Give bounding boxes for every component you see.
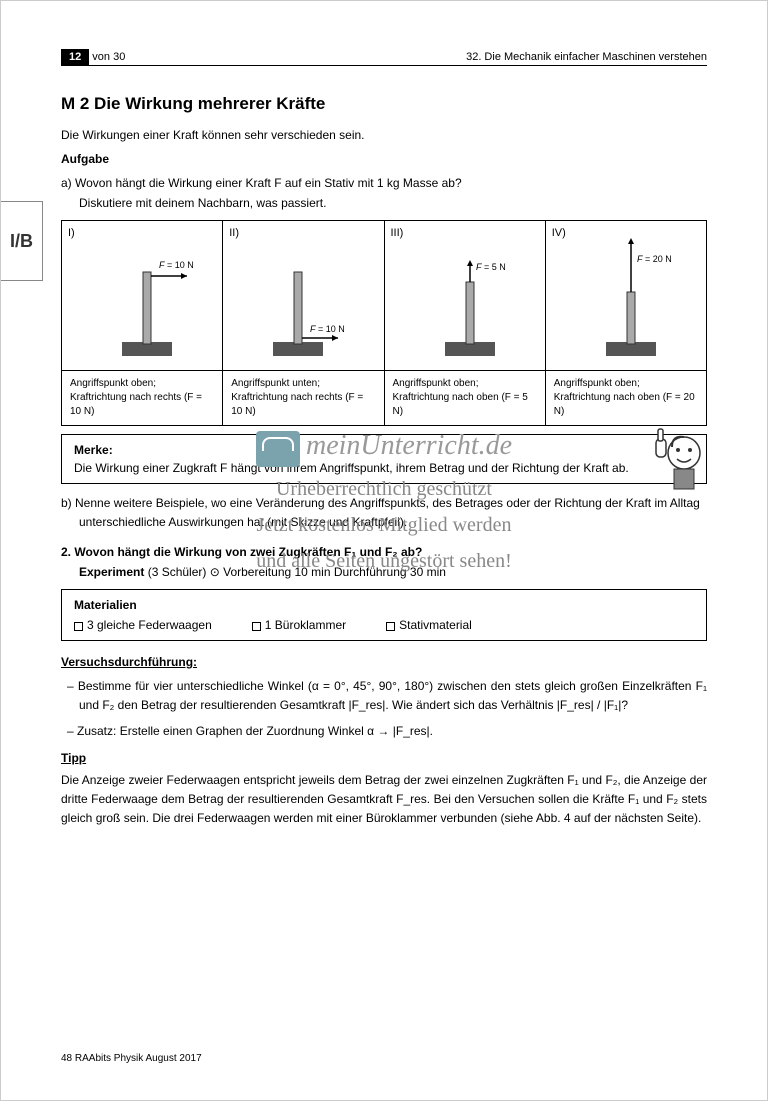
svg-text:= 10 N: = 10 N	[167, 260, 194, 270]
svg-text:F: F	[637, 254, 643, 264]
figure-cell-4: IV) F = 20 N Angriffspunkt oben; Kraftri…	[546, 221, 706, 425]
checkbox-icon	[252, 622, 261, 631]
page-header: 12 von 30 32. Die Mechanik einfacher Mas…	[61, 51, 707, 66]
page-number-total: von 30	[89, 51, 125, 63]
page-number-current: 12	[61, 49, 89, 65]
tipp-label: Tipp	[61, 751, 707, 765]
figure-3-diagram: III) F = 5 N	[385, 221, 545, 371]
figure-cell-3: III) F = 5 N Angriffspunkt oben; Kraftri…	[385, 221, 546, 425]
side-tab-label: I/B	[10, 231, 33, 252]
merke-title: Merke:	[74, 443, 694, 457]
experiment-line: Experiment (3 Schüler) ⊙ Vorbereitung 10…	[79, 565, 707, 579]
aufgabe-label: Aufgabe	[61, 152, 707, 166]
svg-text:= 5 N: = 5 N	[484, 262, 506, 272]
page-footer: 48 RAAbits Physik August 2017	[61, 1053, 202, 1064]
merke-body: Die Wirkung einer Zugkraft F hängt von i…	[74, 461, 694, 475]
task-a: a) Wovon hängt die Wirkung einer Kraft F…	[61, 174, 707, 192]
materials-items: 3 gleiche Federwaagen 1 Büroklammer Stat…	[74, 618, 694, 632]
svg-text:= 10 N: = 10 N	[318, 324, 345, 334]
figure-1-diagram: I) F = 10 N	[62, 221, 222, 371]
figure-2-caption: Angriffspunkt unten; Kraftrichtung nach …	[223, 371, 383, 425]
figure-2-label: II)	[229, 227, 239, 239]
svg-text:= 20 N: = 20 N	[645, 254, 672, 264]
figure-cell-2: II) F = 10 N Angriffspunkt unten; Kraftr…	[223, 221, 384, 425]
material-1: 3 gleiche Federwaagen	[74, 618, 212, 632]
checkbox-icon	[386, 622, 395, 631]
versuch-step-2: – Zusatz: Erstelle einen Graphen der Zuo…	[79, 722, 707, 741]
materials-box: Materialien 3 gleiche Federwaagen 1 Büro…	[61, 589, 707, 641]
task-b: b) Nenne weitere Beispiele, wo eine Verä…	[79, 494, 707, 531]
materials-title: Materialien	[74, 598, 694, 612]
svg-text:F: F	[476, 262, 482, 272]
svg-text:F: F	[310, 324, 316, 334]
figure-cell-1: I) F = 10 N Angriffspunkt oben; Kraftric…	[62, 221, 223, 425]
stand-diagram-3: F = 5 N	[410, 242, 520, 362]
tipp-body: Die Anzeige zweier Federwaagen entsprich…	[61, 771, 707, 829]
figure-2-diagram: II) F = 10 N	[223, 221, 383, 371]
versuch-step-1: – Bestimme für vier unterschiedliche Win…	[79, 677, 707, 715]
figure-4-diagram: IV) F = 20 N	[546, 221, 706, 371]
page-number: 12 von 30	[61, 51, 125, 63]
material-2: 1 Büroklammer	[252, 618, 346, 632]
figure-3-caption: Angriffspunkt oben; Kraftrichtung nach o…	[385, 371, 545, 425]
figure-1-label: I)	[68, 227, 75, 239]
figure-row: I) F = 10 N Angriffspunkt oben; Kraftric…	[61, 220, 707, 426]
stand-diagram-1: F = 10 N	[87, 242, 197, 362]
merke-box: Merke: Die Wirkung einer Zugkraft F häng…	[61, 434, 707, 484]
intro-text: Die Wirkungen einer Kraft können sehr ve…	[61, 128, 707, 142]
chapter-title: 32. Die Mechanik einfacher Maschinen ver…	[466, 51, 707, 63]
versuch-label: Versuchsdurchführung:	[61, 655, 707, 669]
figure-4-caption: Angriffspunkt oben; Kraftrichtung nach o…	[546, 371, 706, 425]
worksheet-page: I/B 12 von 30 32. Die Mechanik einfacher…	[0, 0, 768, 1101]
side-tab: I/B	[1, 201, 43, 281]
figure-3-label: III)	[391, 227, 404, 239]
experiment-details: (3 Schüler) ⊙ Vorbereitung 10 min Durchf…	[148, 565, 446, 579]
figure-1-caption: Angriffspunkt oben; Kraftrichtung nach r…	[62, 371, 222, 425]
thumbs-up-icon	[650, 423, 710, 493]
task-a-discuss: Diskutiere mit deinem Nachbarn, was pass…	[79, 196, 707, 210]
checkbox-icon	[74, 622, 83, 631]
stand-diagram-2: F = 10 N	[248, 242, 358, 362]
stand-diagram-4: F = 20 N	[571, 232, 681, 362]
task-2-title: 2. Wovon hängt die Wirkung von zwei Zugk…	[61, 545, 707, 559]
material-3: Stativmaterial	[386, 618, 472, 632]
figure-4-label: IV)	[552, 227, 566, 239]
svg-text:F: F	[159, 260, 165, 270]
page-title: M 2 Die Wirkung mehrerer Kräfte	[61, 94, 707, 114]
